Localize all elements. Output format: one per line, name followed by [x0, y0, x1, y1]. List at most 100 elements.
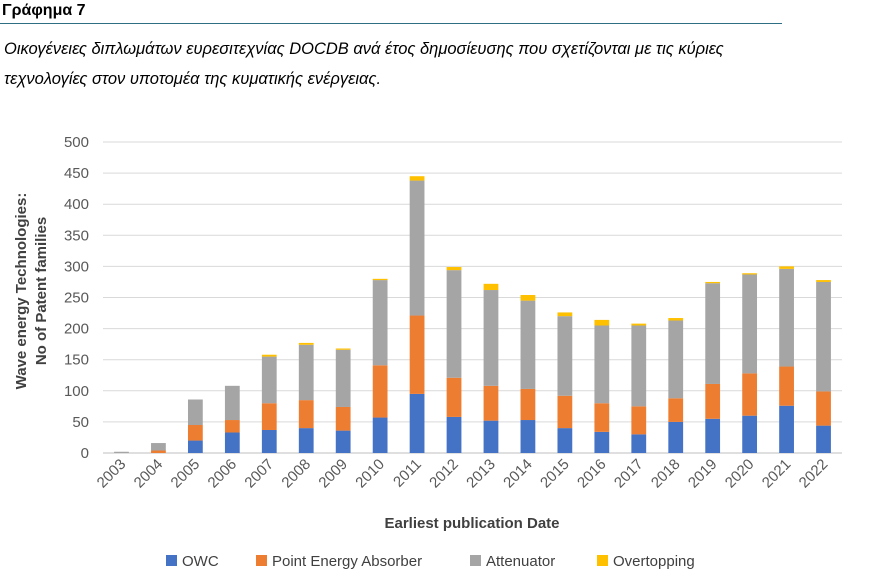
- bar-attenuator-2020: [742, 274, 757, 373]
- bar-attenuator-2009: [336, 350, 351, 407]
- bar-attenuator-2013: [484, 290, 499, 386]
- bar-overtopping-2010: [373, 279, 388, 280]
- legend-label: Overtopping: [613, 553, 695, 570]
- bar-owc-2014: [521, 420, 536, 453]
- bar-point-energy-absorber-2006: [225, 420, 240, 432]
- y-tick-label: 100: [64, 383, 89, 400]
- legend-swatch-attenuator: [470, 555, 481, 566]
- bar-overtopping-2017: [631, 324, 646, 326]
- bar-attenuator-2010: [373, 280, 388, 365]
- legend-swatch-overtopping: [597, 555, 608, 566]
- bar-owc-2021: [779, 406, 794, 453]
- y-tick-label: 300: [64, 258, 89, 275]
- bar-owc-2009: [336, 431, 351, 453]
- bar-attenuator-2012: [447, 270, 462, 378]
- bar-owc-2022: [816, 426, 831, 453]
- bar-owc-2019: [705, 419, 720, 453]
- legend-swatch-owc: [166, 555, 177, 566]
- x-tick-label: 2017: [611, 456, 647, 492]
- bar-overtopping-2013: [484, 284, 499, 290]
- x-tick-label: 2012: [426, 456, 462, 492]
- bar-overtopping-2019: [705, 282, 720, 283]
- bar-owc-2006: [225, 432, 240, 453]
- bar-attenuator-2006: [225, 386, 240, 420]
- bar-attenuator-2022: [816, 282, 831, 391]
- legend-label: OWC: [182, 553, 219, 570]
- bar-overtopping-2020: [742, 273, 757, 274]
- bar-point-energy-absorber-2007: [262, 403, 277, 430]
- bar-attenuator-2016: [594, 325, 609, 403]
- bar-attenuator-2017: [631, 325, 646, 406]
- bar-owc-2018: [668, 422, 683, 453]
- x-tick-label: 2019: [685, 456, 721, 492]
- x-tick-label: 2014: [500, 456, 536, 492]
- x-tick-label: 2015: [537, 456, 573, 492]
- bar-overtopping-2014: [521, 295, 536, 301]
- bar-owc-2020: [742, 416, 757, 453]
- bar-point-energy-absorber-2018: [668, 398, 683, 422]
- bar-owc-2012: [447, 417, 462, 453]
- x-tick-label: 2010: [352, 456, 388, 492]
- bar-owc-2011: [410, 394, 425, 453]
- bar-attenuator-2018: [668, 321, 683, 399]
- y-tick-label: 50: [72, 414, 89, 431]
- x-tick-label: 2020: [722, 456, 758, 492]
- bar-attenuator-2014: [521, 301, 536, 389]
- bar-owc-2010: [373, 418, 388, 453]
- gridlines: [103, 142, 842, 453]
- x-tick-labels: 2003200420052006200720082009201020112012…: [94, 456, 832, 492]
- bar-owc-2017: [631, 434, 646, 453]
- bar-point-energy-absorber-2005: [188, 425, 203, 441]
- x-axis-title: Earliest publication Date: [384, 515, 559, 532]
- y-axis-title-line-1: Wave energy Technologies:: [13, 193, 30, 390]
- bar-attenuator-2005: [188, 400, 203, 426]
- y-tick-label: 350: [64, 227, 89, 244]
- y-tick-label: 400: [64, 196, 89, 213]
- y-tick-label: 200: [64, 321, 89, 338]
- bar-owc-2015: [557, 428, 572, 453]
- y-tick-labels: 050100150200250300350400450500: [64, 134, 89, 462]
- legend-label: Attenuator: [486, 553, 555, 570]
- bar-overtopping-2008: [299, 343, 314, 345]
- y-tick-label: 150: [64, 352, 89, 369]
- bar-attenuator-2015: [557, 316, 572, 396]
- y-tick-label: 450: [64, 165, 89, 182]
- bar-owc-2016: [594, 432, 609, 453]
- bar-attenuator-2019: [705, 283, 720, 384]
- bar-point-energy-absorber-2013: [484, 386, 499, 421]
- x-tick-label: 2003: [94, 456, 130, 492]
- bar-point-energy-absorber-2021: [779, 367, 794, 406]
- stacked-bar-chart: 050100150200250300350400450500 200320042…: [0, 0, 876, 580]
- x-tick-label: 2018: [648, 456, 684, 492]
- x-tick-label: 2004: [131, 456, 167, 492]
- bar-point-energy-absorber-2015: [557, 396, 572, 428]
- bar-overtopping-2022: [816, 280, 831, 282]
- bar-attenuator-2007: [262, 357, 277, 404]
- bar-point-energy-absorber-2020: [742, 373, 757, 415]
- bar-point-energy-absorber-2022: [816, 391, 831, 425]
- bar-owc-2008: [299, 428, 314, 453]
- legend-swatch-point-energy-absorber: [256, 555, 267, 566]
- bar-point-energy-absorber-2010: [373, 365, 388, 417]
- y-tick-label: 0: [81, 445, 89, 462]
- bar-attenuator-2003: [114, 452, 129, 453]
- x-tick-label: 2013: [463, 456, 499, 492]
- bar-overtopping-2011: [410, 176, 425, 180]
- bar-point-energy-absorber-2004: [151, 451, 166, 453]
- bar-attenuator-2004: [151, 443, 166, 450]
- bars: [114, 176, 831, 453]
- bar-point-energy-absorber-2008: [299, 400, 314, 428]
- x-tick-label: 2022: [796, 456, 832, 492]
- bar-point-energy-absorber-2011: [410, 316, 425, 394]
- bar-overtopping-2015: [557, 312, 572, 316]
- bar-overtopping-2009: [336, 349, 351, 350]
- bar-owc-2007: [262, 430, 277, 453]
- bar-point-energy-absorber-2016: [594, 403, 609, 432]
- legend: OWCPoint Energy AbsorberAttenuatorOverto…: [166, 553, 695, 570]
- bar-owc-2013: [484, 421, 499, 453]
- x-tick-label: 2016: [574, 456, 610, 492]
- bar-point-energy-absorber-2014: [521, 389, 536, 420]
- bar-attenuator-2011: [410, 181, 425, 316]
- bar-point-energy-absorber-2017: [631, 406, 646, 434]
- x-tick-label: 2021: [759, 456, 795, 492]
